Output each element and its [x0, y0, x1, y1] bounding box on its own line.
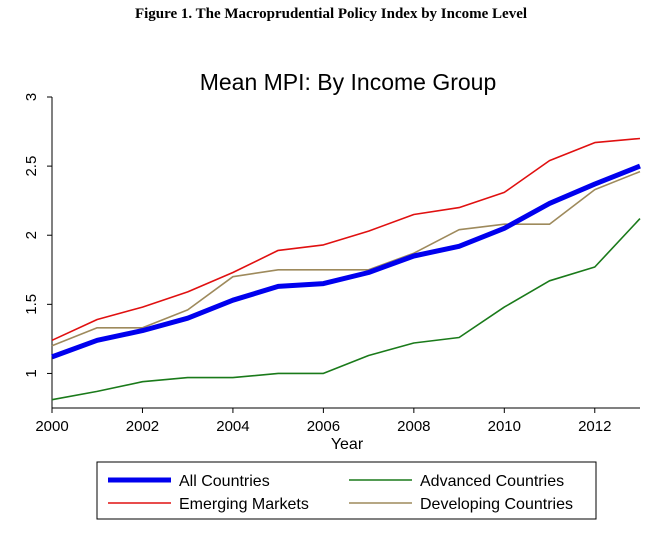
y-tick-label: 3	[23, 93, 40, 101]
series-line-all-countries	[51, 163, 641, 360]
x-tick-label: 2008	[397, 418, 430, 435]
x-tick-label: 2006	[307, 418, 340, 435]
axes: 1 1.5 2 2.5 3 2000 2002 2004 2006 2008 2010 2012	[23, 93, 640, 435]
legend: All Countries Advanced Countries Emerging …	[96, 461, 597, 520]
figure-title: Figure 1. The Macroprudential Policy Ind…	[134, 6, 528, 22]
x-axis-title: Year	[331, 436, 364, 453]
y-tick-label: 1	[23, 369, 40, 377]
legend-label: All Countries	[179, 473, 270, 490]
legend-box	[96, 461, 597, 520]
series-line-developing-countries	[51, 170, 641, 347]
legend-label: Advanced Countries	[420, 473, 564, 490]
y-tick-label: 2	[23, 231, 40, 239]
x-tick-label: 2012	[578, 418, 611, 435]
y-tick-label: 2.5	[23, 156, 40, 177]
series-layer	[51, 137, 641, 401]
chart-title: Mean MPI: By Income Group	[200, 69, 497, 95]
x-tick-label: 2002	[126, 418, 159, 435]
series-line-advanced-countries	[51, 218, 641, 401]
series-line-emerging-markets	[51, 137, 641, 342]
x-tick-label: 2004	[216, 418, 249, 435]
y-tick-label: 1.5	[23, 294, 40, 315]
legend-label: Emerging Markets	[179, 496, 309, 513]
x-tick-label: 2000	[35, 418, 68, 435]
legend-label: Developing Countries	[420, 496, 573, 513]
x-tick-label: 2010	[488, 418, 521, 435]
